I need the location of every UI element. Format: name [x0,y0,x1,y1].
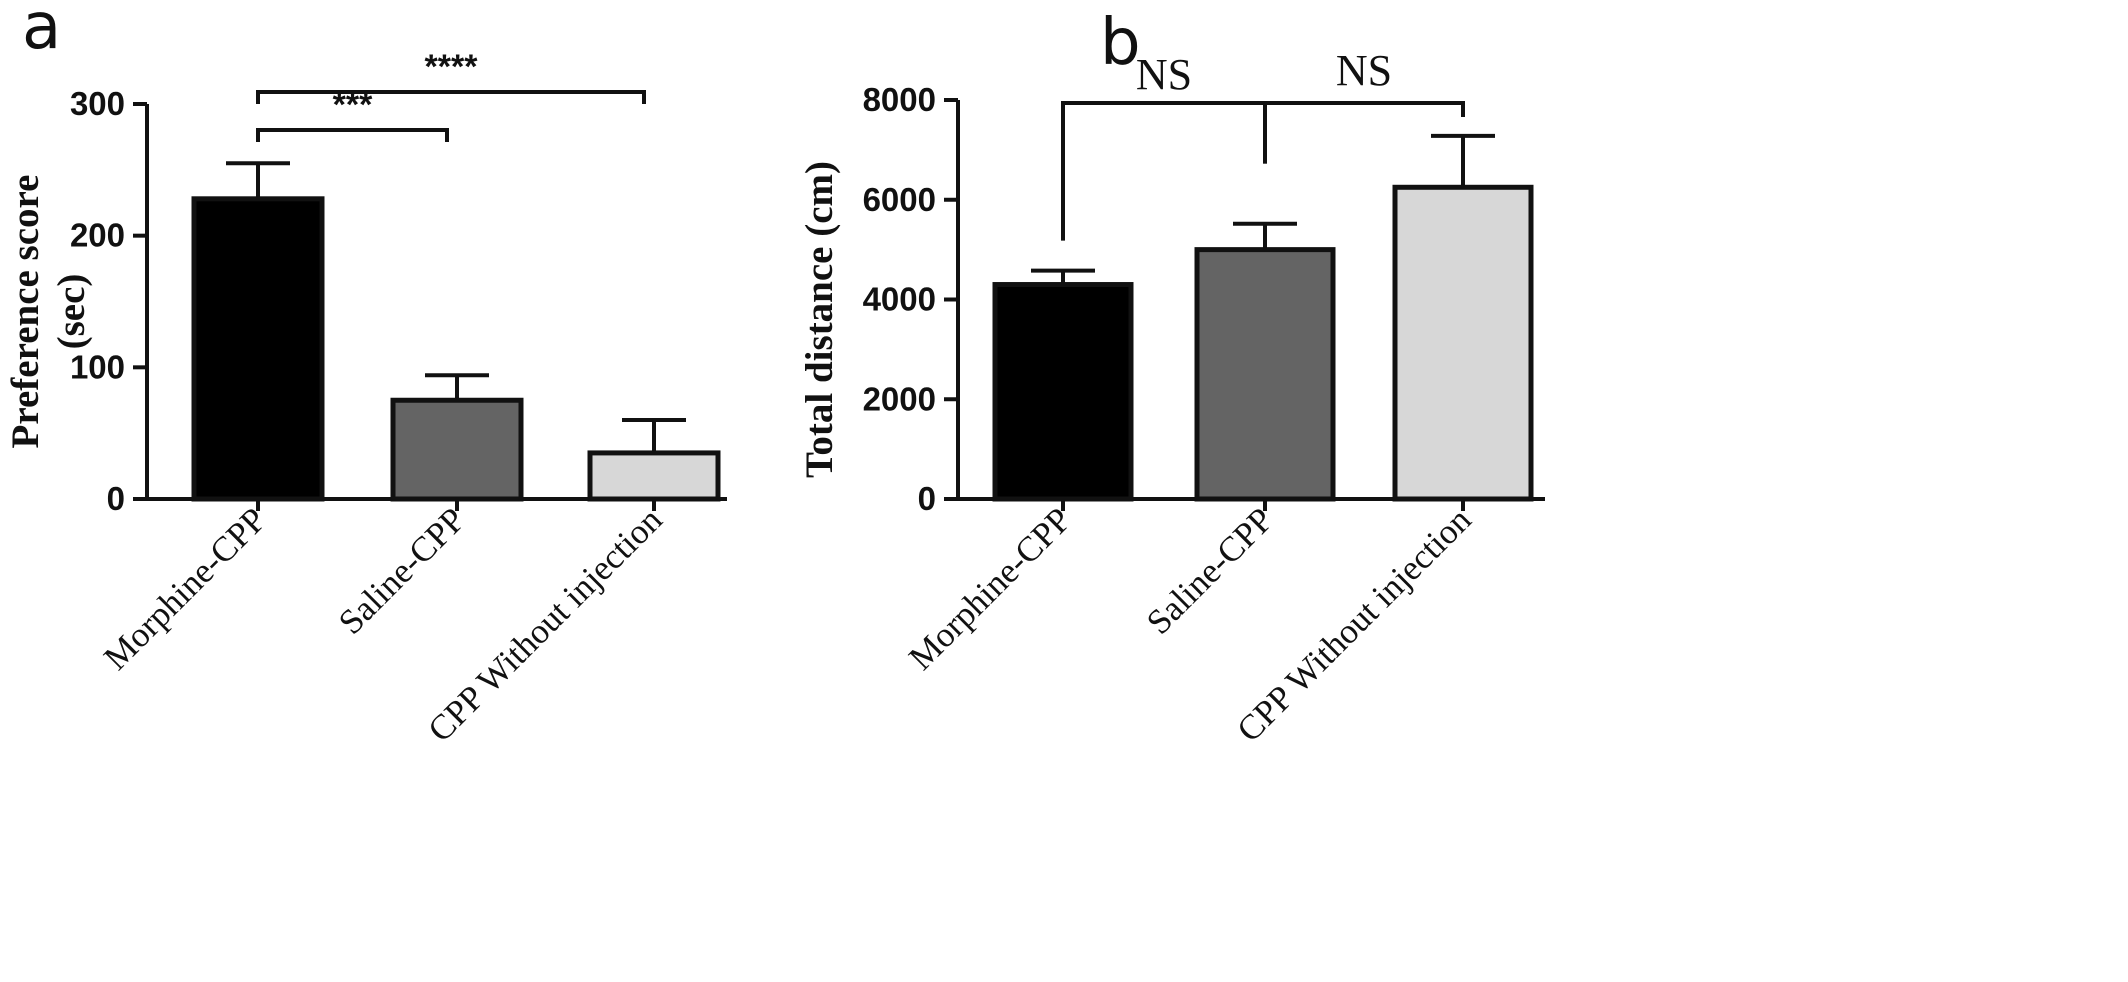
significance-bracket [256,128,449,142]
y-axis-title: Preference score(sec) [4,175,93,449]
y-tick-label: 300 [70,85,125,122]
y-tick-label: 0 [107,480,125,517]
y-tick-label: 0 [918,480,936,517]
x-tick-label: Saline-CPP [331,500,473,642]
y-tick-label: 200 [70,217,125,254]
y-axis-title-line: (sec) [50,274,93,350]
panel-a-letter: a [22,0,61,64]
y-axis-title-line: Preference score [4,175,47,449]
significance-label: NS [1136,50,1192,99]
x-tick-label: Morphine-CPP [96,500,273,677]
x-tick-label: Saline-CPP [1139,500,1281,642]
y-tick-label: 6000 [863,181,936,218]
panel-b-letter: b [1100,6,1141,80]
chart-b-total-distance: 0 2000 4000 6000 8000 Total distance (cm) Morp… [798,46,1545,749]
bar [1194,247,1336,502]
y-tick-label: 100 [70,348,125,385]
y-tick-label: 8000 [863,81,936,118]
bar [390,397,524,502]
significance-label: **** [425,48,479,86]
bar [1392,184,1534,502]
bar [191,196,325,502]
y-tick-label: 4000 [863,281,936,318]
significance-bracket [256,90,646,104]
significance-label: NS [1336,46,1392,95]
bar [992,282,1134,502]
bar [587,450,721,502]
x-tick-label: Morphine-CPP [901,500,1078,677]
y-tick-label: 2000 [863,380,936,417]
y-axis-title: Total distance (cm) [798,161,841,478]
